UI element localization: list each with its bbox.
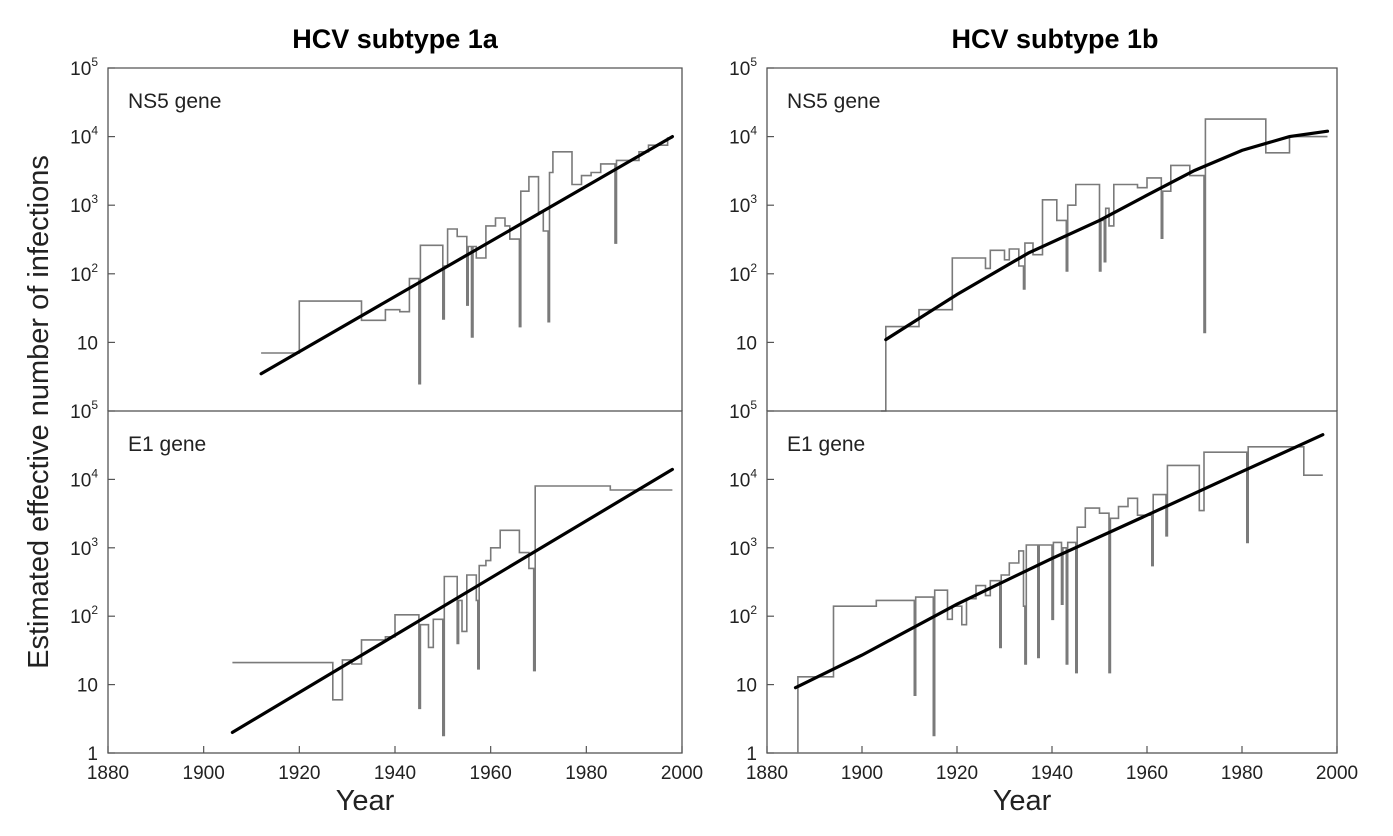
y-tick-label: 1: [746, 744, 757, 765]
y-tick-label: 102: [729, 261, 757, 286]
x-tick-label: 1980: [1221, 763, 1263, 784]
x-tick-label: 1940: [1031, 763, 1073, 784]
x-tick-label: 2000: [1316, 763, 1358, 784]
y-tick-label: 103: [70, 192, 98, 217]
x-tick-label: 1920: [936, 763, 978, 784]
skyline-step-line: [232, 485, 673, 737]
y-tick-label: 10: [736, 333, 757, 354]
skyline-step-line: [261, 137, 673, 385]
y-axis-label: Estimated effective number of infections: [23, 155, 55, 669]
panel-label: NS5 gene: [787, 90, 880, 113]
y-tick-label: 103: [70, 535, 98, 560]
y-tick-label: 105: [729, 398, 757, 423]
y-tick-label: 105: [729, 55, 757, 80]
trend-line: [259, 135, 674, 376]
x-axis-label: Year: [336, 785, 395, 817]
x-tick-label: 2000: [661, 763, 703, 784]
trend-line: [884, 129, 1330, 342]
column-title: HCV subtype 1b: [951, 24, 1158, 54]
y-tick-label: 10: [736, 676, 757, 697]
y-tick-label: 102: [729, 603, 757, 628]
x-axis-label: Year: [993, 785, 1052, 817]
panel-frame: [107, 410, 683, 754]
x-tick-label: 1900: [183, 763, 225, 784]
y-tick-label: 102: [70, 261, 98, 286]
x-tick-label: 1960: [470, 763, 512, 784]
y-tick-label: 10: [77, 676, 98, 697]
panel-frame: [766, 67, 1338, 411]
trend-line: [793, 433, 1325, 690]
y-tick-label: 105: [70, 55, 98, 80]
skyline-step-line: [881, 118, 1328, 412]
y-tick-label: 10: [77, 333, 98, 354]
y-tick-label: 104: [729, 124, 757, 149]
skyline-step-line: [795, 446, 1323, 754]
x-tick-label: 1940: [374, 763, 416, 784]
x-tick-label: 1880: [87, 763, 129, 784]
y-tick-label: 104: [729, 466, 757, 491]
chart-panel-1: HCV subtype 1a NS5 gene 105 104 103 102 10: [70, 24, 683, 411]
x-tick-label: 1960: [1126, 763, 1168, 784]
column-title: HCV subtype 1a: [292, 24, 499, 54]
panel-label: NS5 gene: [128, 90, 221, 113]
panel-label: E1 gene: [128, 433, 206, 456]
x-tick-label: 1920: [278, 763, 320, 784]
y-tick-label: 104: [70, 124, 98, 149]
y-tick-label: 104: [70, 466, 98, 491]
y-tick-label: 103: [729, 535, 757, 560]
chart-panel-3: HCV subtype 1b NS5 gene 105 104 103 102 10: [729, 24, 1338, 412]
x-tick-label: 1900: [841, 763, 883, 784]
x-tick-label: 1980: [565, 763, 607, 784]
y-tick-label: 103: [729, 192, 757, 217]
panel-frame: [107, 67, 683, 411]
y-tick-label: 105: [70, 398, 98, 423]
y-tick-label: 102: [70, 603, 98, 628]
panel-label: E1 gene: [787, 433, 865, 456]
x-tick-label: 1880: [746, 763, 788, 784]
trend-line: [230, 467, 674, 734]
y-tick-label: 1: [87, 744, 98, 765]
